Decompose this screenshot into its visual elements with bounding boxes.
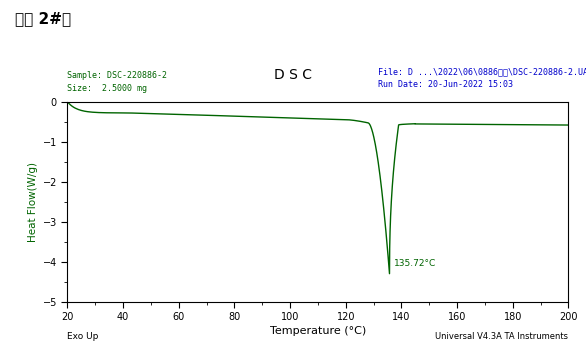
Text: D S C: D S C [274, 68, 312, 82]
Y-axis label: Heat Flow(W/g): Heat Flow(W/g) [29, 162, 39, 242]
Text: File: D ...\2022\06\0886文书\DSC-220886-2.UA
Run Date: 20-Jun-2022 15:03: File: D ...\2022\06\0886文书\DSC-220886-2.… [378, 68, 586, 89]
Text: Exo Up: Exo Up [67, 332, 99, 341]
Text: Sample: DSC-220886-2
Size:  2.5000 mg: Sample: DSC-220886-2 Size: 2.5000 mg [67, 71, 168, 93]
Text: 135.72°C: 135.72°C [394, 259, 436, 268]
X-axis label: Temperature (°C): Temperature (°C) [270, 326, 366, 336]
Text: 样品 2#：: 样品 2#： [15, 11, 71, 26]
Text: Universal V4.3A TA Instruments: Universal V4.3A TA Instruments [435, 332, 568, 341]
